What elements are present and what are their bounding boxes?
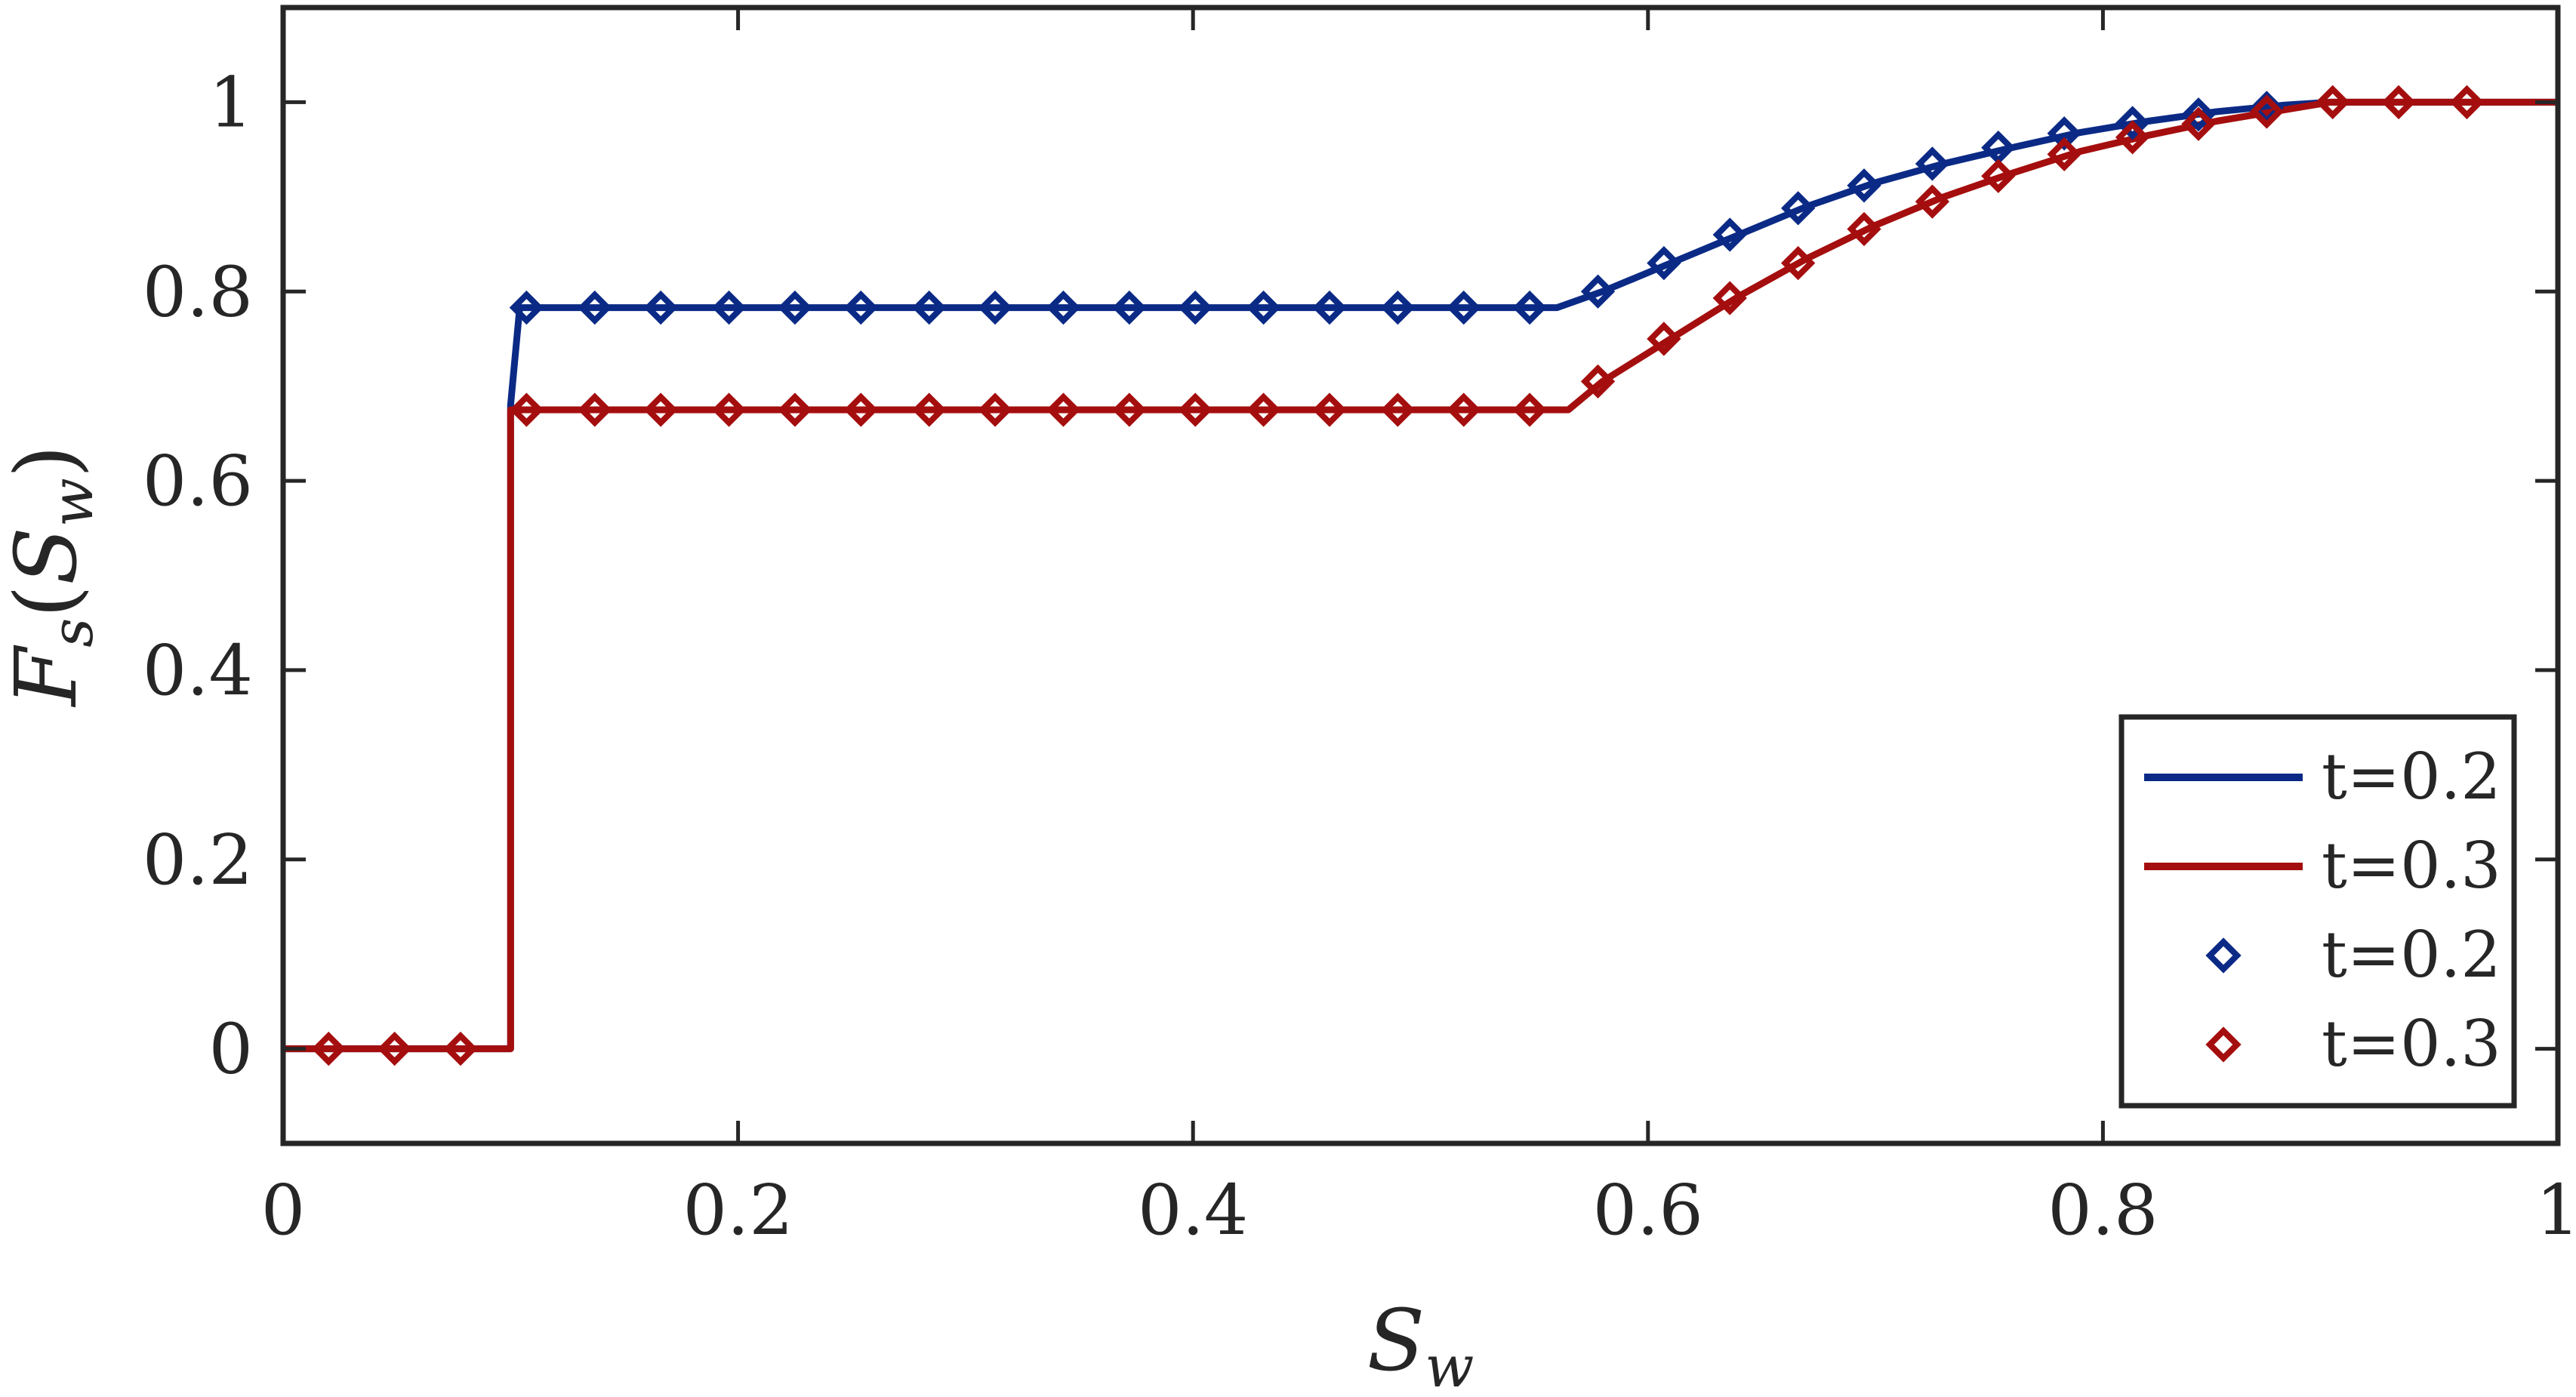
y-axis-label-sub2: w [39,478,106,527]
series-marker-3 [2449,85,2485,120]
series-marker-3 [443,1031,478,1066]
x-tick-label: 1 [2536,1170,2576,1251]
series-marker-3 [1512,392,1547,427]
x-axis-label: Sw [1367,1292,1474,1397]
series-marker-3 [1312,392,1347,427]
x-axis-label-sub: w [1425,1333,1474,1397]
series-marker-3 [311,1031,346,1066]
x-axis-label-main: S [1367,1292,1425,1390]
series-marker-3 [2316,85,2350,120]
series-marker-3 [1647,322,1681,356]
series-marker-3 [1246,392,1281,427]
series-marker-3 [1712,281,1747,315]
series-marker-2 [1312,290,1347,325]
series-marker-2 [1647,245,1681,281]
series-marker-2 [711,290,747,325]
y-tick-label: 0 [208,1009,253,1090]
series-marker-3 [1981,158,2016,193]
series-marker-3 [1046,392,1081,427]
series-marker-3 [2047,137,2081,172]
series-marker-3 [843,392,878,427]
series-marker-2 [1112,290,1147,325]
series-marker-3 [1380,392,1416,427]
series-marker-2 [912,290,947,325]
series-marker-3 [578,392,612,427]
ticks-layer: 0 0.2 0.4 0.6 0.8 1 0 0.2 0.4 0.6 0.8 1 [143,8,2576,1251]
y-axis-label-sub1: s [39,618,106,648]
series-marker-2 [1046,290,1081,325]
series-marker-2 [2115,106,2150,140]
y-tick-label: 1 [208,62,253,143]
series-marker-3 [1178,392,1213,427]
series-marker-3 [1781,245,1816,281]
x-tick-label: 0.4 [1138,1170,1248,1251]
series-marker-2 [2181,97,2216,132]
series-marker-3 [1447,392,1481,427]
legend-marker-swatch [2205,1026,2242,1063]
series-marker-2 [1915,146,1950,181]
series-marker-2 [978,290,1012,325]
series-marker-2 [1178,290,1213,325]
series-marker-2 [778,290,812,325]
series-marker-2 [643,290,678,325]
legend-label: t=0.3 [2322,1007,2501,1081]
series-marker-3 [377,1031,412,1066]
x-tick-label: 0.8 [2048,1170,2158,1251]
series-marker-3 [1112,392,1147,427]
series-marker-2 [1847,168,1881,203]
series-marker-3 [2249,94,2284,129]
series-marker-2 [843,290,878,325]
series-marker-3 [643,392,678,427]
legend-label: t=0.3 [2322,829,2501,903]
series-marker-3 [1915,184,1950,219]
series-marker-2 [1447,290,1481,325]
series-marker-2 [509,290,544,325]
x-tick-label: 0.6 [1593,1170,1703,1251]
series-marker-3 [2381,85,2416,120]
series-marker-3 [711,392,747,427]
series-marker-3 [778,392,812,427]
series-marker-2 [2047,116,2081,151]
series-marker-3 [978,392,1012,427]
legend-box [2118,714,2517,1109]
series-marker-2 [1380,290,1416,325]
series-marker-3 [509,392,544,427]
series-marker-2 [1246,290,1281,325]
series-marker-2 [1781,191,1816,226]
y-axis-label-paren-close: ) [0,445,96,478]
series-marker-2 [1712,217,1747,252]
legend-label: t=0.2 [2322,740,2501,814]
x-tick-label: 0.2 [683,1170,793,1251]
y-tick-label: 0.8 [143,251,253,332]
y-axis-label-var: S [0,527,96,585]
y-tick-label: 0.6 [143,441,253,522]
series-line-0 [283,98,2558,1053]
series-marker-3 [912,392,947,427]
plot-frame [280,5,2561,1146]
series-marker-2 [578,290,612,325]
y-tick-label: 0.2 [143,820,253,900]
legend: t=0.2 t=0.3 t=0.2 t=0.3 [2118,714,2517,1109]
series-marker-3 [1580,364,1616,399]
series-marker-2 [1512,290,1547,325]
y-axis-label-main: F [0,645,96,707]
series-marker-3 [2115,120,2150,155]
legend-label: t=0.2 [2322,918,2501,992]
legend-marker-swatch [2205,937,2242,974]
series-layer [283,85,2558,1066]
x-tick-label: 0 [261,1170,306,1251]
y-axis-label: Fs(Sw) [0,445,106,708]
series-marker-3 [2181,106,2216,141]
y-axis-label-paren-open: ( [0,585,96,618]
series-marker-3 [1847,211,1881,247]
y-tick-label: 0.4 [143,630,253,711]
series-marker-2 [1580,274,1616,309]
